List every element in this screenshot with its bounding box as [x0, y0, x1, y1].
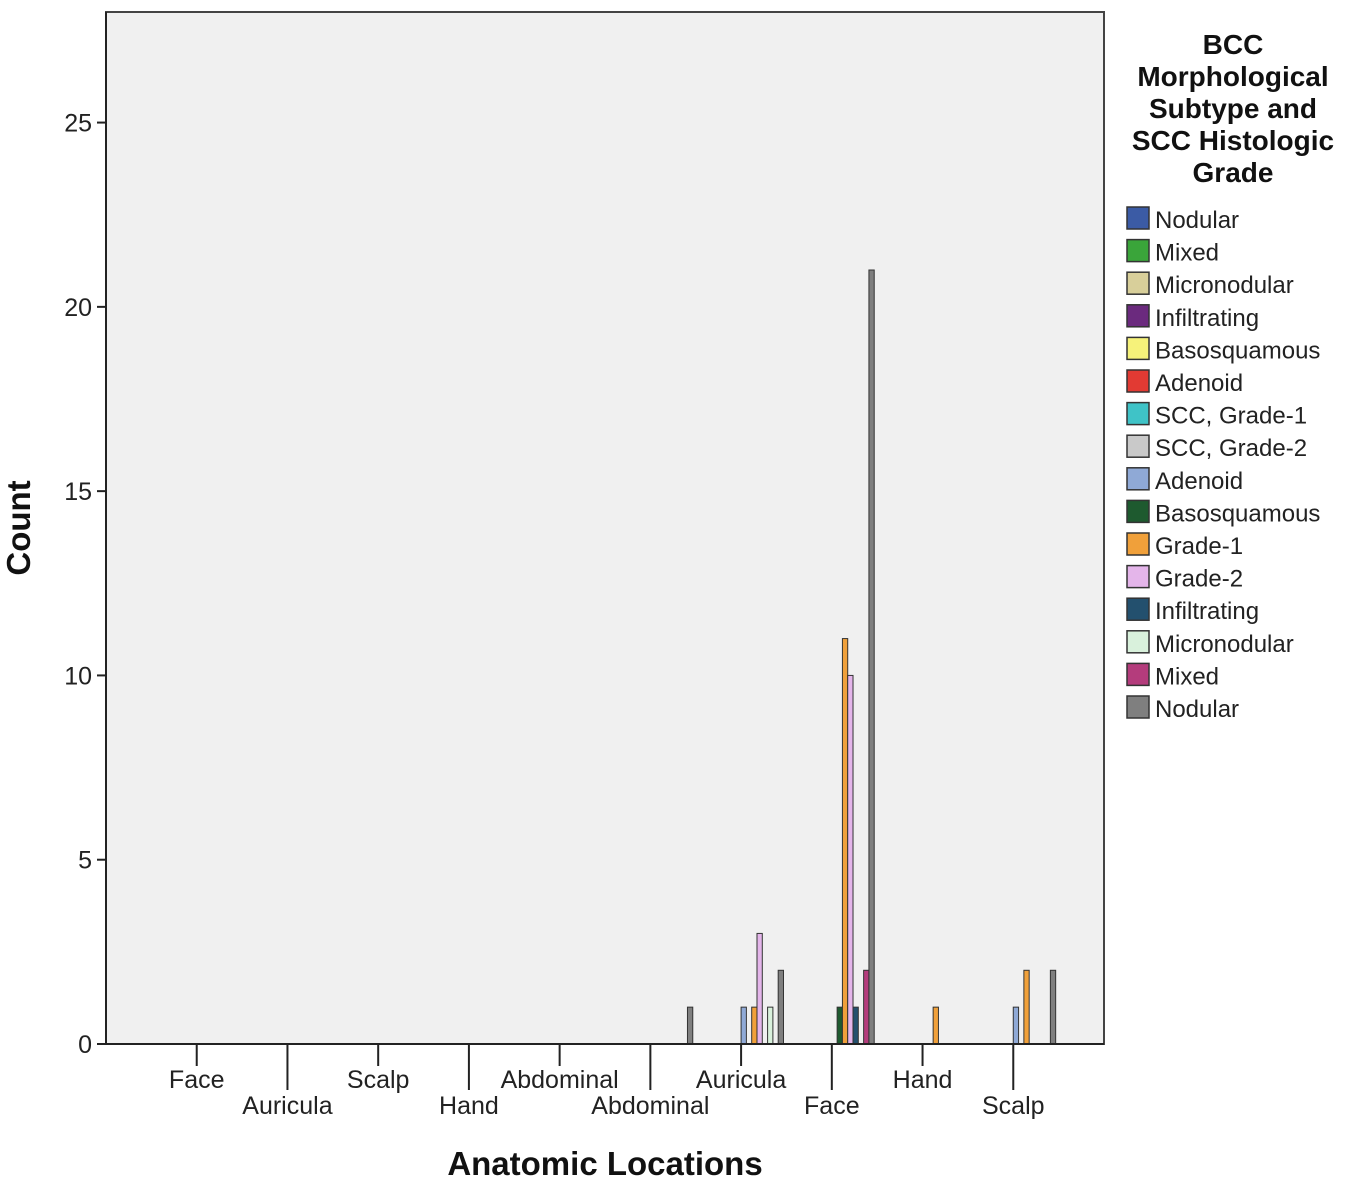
legend-label: Grade-1: [1155, 533, 1243, 560]
legend-label: Mixed: [1155, 663, 1219, 690]
legend-title-line: BCC: [1203, 29, 1264, 60]
x-tick-label: Hand: [439, 1092, 499, 1120]
y-tick-label: 15: [64, 478, 92, 506]
y-tick-label: 25: [64, 110, 92, 138]
plot-area: [105, 11, 1105, 1045]
y-axis: 0 5 10 15 20 25: [64, 12, 107, 1059]
legend-label: Nodular: [1155, 207, 1239, 234]
legend-label: Basosquamous: [1155, 500, 1320, 527]
legend-label: Nodular: [1155, 696, 1239, 723]
bar: [1012, 1006, 1020, 1045]
x-axis: FaceAuriculaScalpHandAbdominalAbdominalA…: [106, 1043, 1104, 1120]
y-tick-label: 20: [64, 294, 92, 322]
bar: [841, 638, 849, 1045]
legend-label: Adenoid: [1155, 468, 1243, 495]
y-axis-title: Count: [0, 480, 37, 575]
y-tick-label: 10: [64, 662, 92, 690]
legend-swatch: [1126, 499, 1150, 524]
bar: [767, 1006, 774, 1045]
x-tick-label: Auricula: [242, 1092, 332, 1120]
bar: [1049, 969, 1057, 1045]
legend-title-line: SCC Histologic: [1132, 125, 1334, 156]
bar: [852, 1006, 859, 1045]
bar: [740, 1006, 747, 1045]
bar: [777, 969, 784, 1045]
bar: [751, 1006, 758, 1045]
legend-swatch: [1126, 434, 1150, 458]
legend-swatch: [1126, 564, 1150, 589]
bar: [863, 969, 870, 1045]
bar: [932, 1006, 939, 1045]
x-tick-label: Auricula: [696, 1066, 786, 1094]
legend-swatch: [1126, 695, 1150, 719]
bars-group: [686, 269, 1057, 1045]
legend-swatch: [1126, 238, 1150, 263]
legend-swatch: [1126, 630, 1150, 654]
legend-label: Grade-2: [1155, 566, 1243, 593]
bar: [756, 932, 763, 1045]
legend-label: Micronodular: [1155, 631, 1294, 658]
legend-label: Infiltrating: [1155, 305, 1259, 332]
legend-swatch: [1126, 467, 1150, 491]
x-tick-label: Scalp: [982, 1092, 1045, 1120]
legend-swatch: [1126, 401, 1150, 426]
legend-swatch: [1126, 304, 1150, 328]
legend-title-line: Subtype and: [1149, 93, 1317, 124]
x-tick-label: Abdominal: [591, 1092, 709, 1120]
bar: [868, 269, 875, 1045]
legend-swatch: [1126, 336, 1150, 361]
x-axis-title: Anatomic Locations: [447, 1145, 762, 1182]
y-tick-label: 0: [78, 1031, 92, 1059]
bar: [1023, 969, 1030, 1045]
legend-title-line: Grade: [1193, 157, 1274, 188]
x-tick-label: Face: [804, 1092, 860, 1120]
legend-swatch: [1126, 532, 1150, 556]
legend-label: Infiltrating: [1155, 598, 1259, 625]
x-tick-label: Hand: [893, 1066, 953, 1094]
legend-title-line: Morphological: [1137, 61, 1328, 92]
legend-label: SCC, Grade-2: [1155, 435, 1307, 462]
legend-label: SCC, Grade-1: [1155, 403, 1307, 430]
legend-swatch: [1126, 597, 1150, 621]
legend-swatch: [1126, 271, 1150, 295]
legend-label: Mixed: [1155, 240, 1219, 267]
legend-swatch: [1126, 662, 1150, 687]
legend-label: Basosquamous: [1155, 337, 1320, 364]
legend-label: Adenoid: [1155, 370, 1243, 397]
x-tick-label: Scalp: [347, 1066, 410, 1094]
bar: [847, 674, 854, 1045]
legend-swatch: [1126, 369, 1150, 393]
bar: [836, 1006, 843, 1045]
y-tick-label: 5: [78, 847, 92, 875]
x-tick-label: Abdominal: [501, 1066, 619, 1094]
legend-label: Micronodular: [1155, 272, 1294, 299]
x-tick-label: Face: [169, 1066, 225, 1094]
bar: [686, 1006, 694, 1045]
legend-swatch: [1126, 206, 1150, 230]
